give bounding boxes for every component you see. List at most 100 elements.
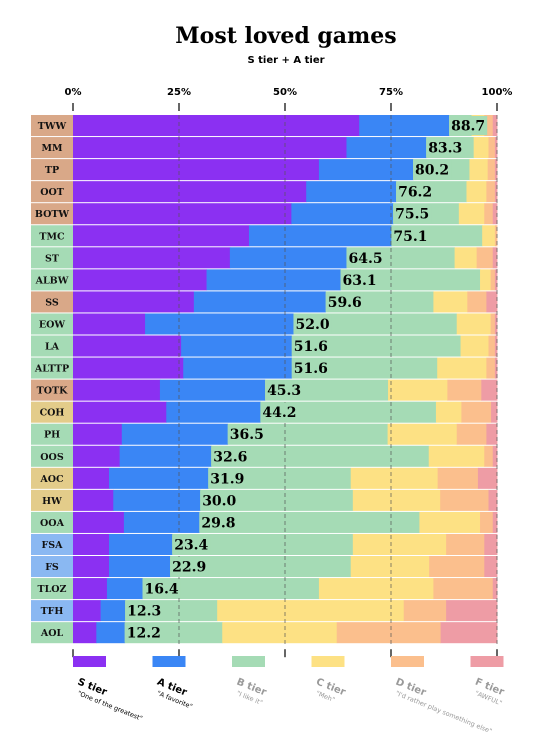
bar-segment-d [484, 115, 494, 137]
bar-segment-d [494, 225, 498, 247]
bar-segment-d [461, 401, 492, 423]
legend-desc: "One of the greatest" [76, 689, 143, 722]
game-label: BOTW [35, 209, 70, 220]
bar-segment-a [318, 159, 414, 181]
bar-segment-f [492, 511, 498, 533]
bar-segment-a [183, 357, 293, 379]
value-labels: 88.7 83.3 80.2 76.2 75.5 75.1 64.5 63.1 59.6 52.0… [124, 116, 488, 643]
bar-segment-c [222, 622, 338, 644]
bar-segment-a [193, 291, 327, 313]
game-label: ST [45, 253, 59, 264]
bar-segment-s [73, 622, 97, 644]
value-label-bg [260, 402, 299, 422]
bar-segment-c [387, 423, 458, 445]
bar-segment-b [260, 401, 437, 423]
bar-segment-f [491, 401, 498, 423]
value-label: 36.5 [230, 427, 264, 443]
bar-segment-a [346, 137, 427, 159]
bar-segment-f [446, 600, 498, 622]
bar-segment-b [172, 533, 354, 555]
bar-segment-d [336, 622, 442, 644]
game-label-bg [31, 511, 73, 533]
value-label-bg [125, 601, 164, 621]
bar-segment-b [142, 578, 320, 600]
bar-segment-f [494, 159, 498, 181]
value-label-bg [426, 138, 465, 158]
bar-segment-a [106, 578, 143, 600]
bar-segment-f [492, 203, 498, 225]
bar-segment-f [488, 489, 498, 511]
value-label: 44.2 [262, 405, 296, 421]
bar-segment-d [484, 445, 494, 467]
value-label-bg [449, 116, 488, 136]
bar-segment-d [403, 600, 447, 622]
bar-segment-s [73, 181, 307, 203]
value-label: 30.0 [202, 493, 236, 509]
bar-segment-s [73, 115, 360, 137]
value-label-bg [291, 336, 330, 356]
value-label: 16.4 [145, 582, 179, 598]
bar-segment-c [456, 313, 492, 335]
value-label-bg [172, 534, 211, 554]
bar-segment-s [73, 533, 110, 555]
bar-segment-d [440, 489, 489, 511]
bar-segment-b [227, 423, 389, 445]
bar-segment-d [484, 203, 494, 225]
game-label-bg [31, 335, 73, 357]
bar-segment-s [73, 423, 123, 445]
game-label-bg [31, 401, 73, 423]
bar-segment-f [486, 423, 498, 445]
value-label: 83.3 [428, 141, 462, 157]
value-label: 80.2 [415, 163, 449, 179]
bar-segment-c [217, 600, 405, 622]
gridlines [178, 115, 498, 645]
value-label-bg [227, 424, 266, 444]
bar-segment-a [359, 115, 450, 137]
game-label: TMC [39, 231, 65, 242]
bar-segment-c [350, 556, 430, 578]
game-label: HW [42, 496, 62, 507]
value-label-bg [391, 226, 430, 246]
value-label: 22.9 [172, 560, 206, 576]
value-label: 59.6 [328, 295, 362, 311]
value-label: 88.7 [451, 119, 485, 135]
bar-segment-s [73, 335, 182, 357]
bar-segment-c [352, 533, 447, 555]
game-label: TP [45, 165, 59, 176]
bar-segment-s [73, 401, 167, 423]
game-label: AOC [39, 474, 64, 485]
legend-swatch-d [391, 656, 424, 667]
bar-segment-f [494, 357, 498, 379]
value-label-bg [340, 270, 379, 290]
bar-segment-a [109, 556, 171, 578]
bar-segment-d [488, 137, 496, 159]
bar-segment-s [73, 159, 320, 181]
game-label: TLOZ [38, 584, 67, 595]
bar-segment-s [73, 489, 114, 511]
bar-segment-a [159, 379, 266, 401]
bar-segment-d [447, 379, 482, 401]
game-label: TOTK [37, 386, 68, 397]
bar-segment-a [306, 181, 397, 203]
game-label-bg [31, 225, 73, 247]
bar-segment-a [123, 511, 200, 533]
bar-segment-b [211, 445, 430, 467]
bar-segment-c [480, 269, 492, 291]
bar-segment-f [494, 137, 498, 159]
x-axis-ticks: 0% 25% 50% 75% 100% [65, 87, 512, 658]
value-label-bg [396, 182, 435, 202]
game-label: ALBW [35, 275, 69, 286]
x-tick-label: 0% [65, 87, 82, 98]
game-label: OOA [40, 518, 65, 529]
game-label: COH [40, 408, 65, 419]
value-label: 51.6 [294, 339, 328, 355]
bar-segment-d [467, 291, 487, 313]
game-label-bg [31, 159, 73, 181]
bar-segment-c [318, 578, 434, 600]
value-label: 76.2 [398, 185, 432, 201]
game-label: OOT [40, 187, 64, 198]
value-label: 32.6 [213, 449, 247, 465]
game-label-bg [31, 291, 73, 313]
value-label-bg [413, 160, 452, 180]
